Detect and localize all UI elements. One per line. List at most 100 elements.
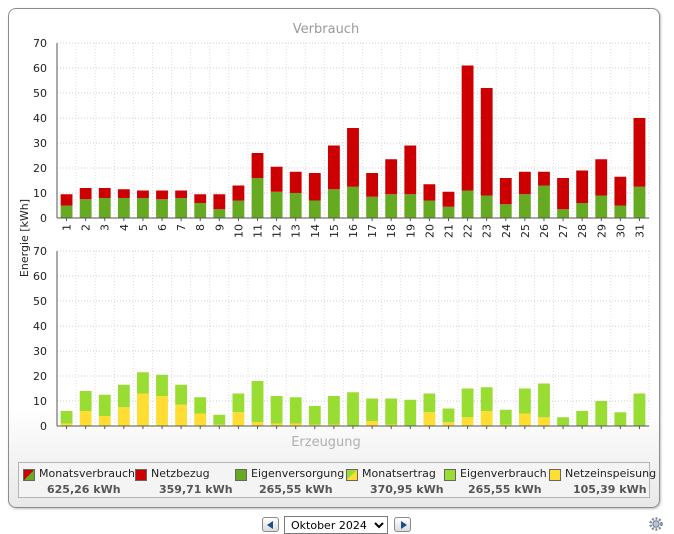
y-axis-label: Energie [kWh] bbox=[18, 199, 31, 277]
bar-eigenversorgung bbox=[385, 194, 398, 218]
chart-title-erzeugung: Erzeugung bbox=[291, 435, 361, 450]
x-tick-label: 27 bbox=[557, 224, 570, 238]
bar-eigenversorgung bbox=[576, 203, 589, 218]
x-tick-label: 1 bbox=[61, 224, 74, 231]
chart-title-verbrauch: Verbrauch bbox=[293, 22, 359, 37]
bar-eigenversorgung bbox=[499, 204, 512, 218]
legend-label: Eigenverbrauch bbox=[460, 467, 547, 480]
y-tick-label: 20 bbox=[33, 162, 47, 175]
legend-label: Monatsertrag bbox=[362, 467, 436, 480]
next-month-button[interactable] bbox=[394, 517, 411, 532]
x-tick-label: 18 bbox=[385, 224, 398, 238]
bar-netzbezug bbox=[308, 173, 321, 201]
y-tick-label: 10 bbox=[33, 187, 47, 200]
bar-eigenverbrauch bbox=[308, 406, 321, 425]
bar-eigenversorgung bbox=[366, 196, 379, 218]
month-select[interactable]: Oktober 2024 bbox=[284, 516, 388, 534]
y-tick-label: 70 bbox=[33, 37, 47, 50]
bar-eigenversorgung bbox=[480, 195, 493, 218]
legend-label: Eigenversorgung bbox=[251, 467, 345, 480]
legend-value: 265,55 kWh bbox=[468, 483, 542, 496]
bar-eigenversorgung bbox=[79, 199, 92, 218]
y-tick-label: 40 bbox=[33, 112, 47, 125]
bar-eigenversorgung bbox=[595, 195, 608, 218]
bar-eigenversorgung bbox=[557, 209, 569, 218]
x-tick-label: 14 bbox=[309, 224, 322, 238]
bar-netzbezug bbox=[289, 171, 302, 193]
bar-eigenverbrauch bbox=[194, 397, 207, 414]
x-tick-label: 16 bbox=[347, 224, 360, 238]
y-tick-label: 0 bbox=[40, 420, 47, 433]
x-tick-label: 22 bbox=[462, 224, 475, 238]
bar-eigenversorgung bbox=[347, 186, 359, 218]
bar-netzeinspeisung bbox=[232, 412, 245, 426]
x-tick-label: 12 bbox=[271, 224, 284, 238]
bar-eigenverbrauch bbox=[366, 398, 379, 421]
legend-value: 625,26 kWh bbox=[47, 483, 121, 496]
y-tick-label: 50 bbox=[33, 295, 47, 308]
bar-netzbezug bbox=[366, 173, 379, 197]
arrow-right-icon bbox=[401, 521, 407, 529]
bar-netzeinspeisung bbox=[79, 411, 92, 426]
x-tick-label: 19 bbox=[404, 224, 417, 238]
y-tick-label: 30 bbox=[33, 345, 47, 358]
bar-eigenversorgung bbox=[308, 200, 321, 218]
bar-eigenversorgung bbox=[289, 193, 302, 218]
bar-netzbezug bbox=[633, 118, 646, 187]
y-tick-label: 30 bbox=[33, 137, 47, 150]
bar-netzbezug bbox=[518, 171, 531, 195]
bar-eigenverbrauch bbox=[270, 396, 283, 424]
bar-netzeinspeisung bbox=[175, 404, 188, 426]
bar-eigenversorgung bbox=[251, 178, 264, 218]
bar-netzbezug bbox=[461, 65, 474, 191]
bar-netzeinspeisung bbox=[499, 424, 512, 426]
arrow-left-icon bbox=[267, 521, 273, 529]
bar-eigenversorgung bbox=[232, 200, 245, 218]
bar-eigenverbrauch bbox=[518, 388, 531, 414]
bar-eigenverbrauch bbox=[499, 409, 512, 425]
bar-eigenverbrauch bbox=[156, 374, 168, 396]
legend-swatch-monatsertrag bbox=[346, 469, 358, 481]
bar-netzbezug bbox=[232, 185, 245, 201]
x-tick-label: 11 bbox=[252, 224, 265, 238]
x-tick-label: 21 bbox=[442, 224, 455, 238]
x-tick-label: 17 bbox=[366, 224, 379, 238]
bar-netzbezug bbox=[538, 171, 550, 186]
bar-eigenverbrauch bbox=[576, 411, 589, 426]
bar-netzbezug bbox=[614, 176, 627, 206]
gear-icon[interactable] bbox=[648, 516, 664, 532]
x-tick-label: 29 bbox=[595, 224, 608, 238]
bar-eigenverbrauch bbox=[614, 412, 627, 426]
bar-netzbezug bbox=[404, 145, 417, 195]
bar-eigenversorgung bbox=[461, 190, 474, 218]
bar-eigenverbrauch bbox=[595, 401, 608, 426]
bar-netzbezug bbox=[595, 159, 608, 196]
bar-netzbezug bbox=[60, 194, 73, 206]
x-tick-label: 2 bbox=[80, 224, 93, 231]
legend-swatch-eigenversorgung bbox=[235, 469, 247, 481]
bar-eigenverbrauch bbox=[213, 414, 226, 425]
y-tick-label: 70 bbox=[33, 245, 47, 258]
bar-netzbezug bbox=[423, 184, 436, 201]
bar-netzbezug bbox=[385, 159, 398, 195]
x-tick-label: 28 bbox=[576, 224, 589, 238]
bar-eigenverbrauch bbox=[117, 384, 130, 408]
bar-netzeinspeisung bbox=[480, 411, 493, 426]
bar-netzeinspeisung bbox=[117, 407, 130, 426]
bar-eigenversorgung bbox=[442, 206, 455, 218]
bar-eigenverbrauch bbox=[175, 384, 188, 405]
bar-eigenverbrauch bbox=[404, 399, 417, 426]
bar-netzbezug bbox=[175, 190, 188, 198]
bar-netzeinspeisung bbox=[385, 424, 398, 426]
x-tick-label: 24 bbox=[500, 224, 513, 238]
bar-eigenversorgung bbox=[538, 185, 550, 218]
y-tick-label: 10 bbox=[33, 395, 47, 408]
bar-eigenverbrauch bbox=[98, 394, 111, 416]
x-tick-label: 20 bbox=[423, 224, 436, 238]
x-tick-label: 9 bbox=[213, 224, 226, 231]
prev-month-button[interactable] bbox=[262, 517, 279, 532]
bar-netzbezug bbox=[499, 178, 512, 205]
bar-eigenverbrauch bbox=[327, 396, 340, 425]
bar-eigenversorgung bbox=[518, 194, 531, 218]
